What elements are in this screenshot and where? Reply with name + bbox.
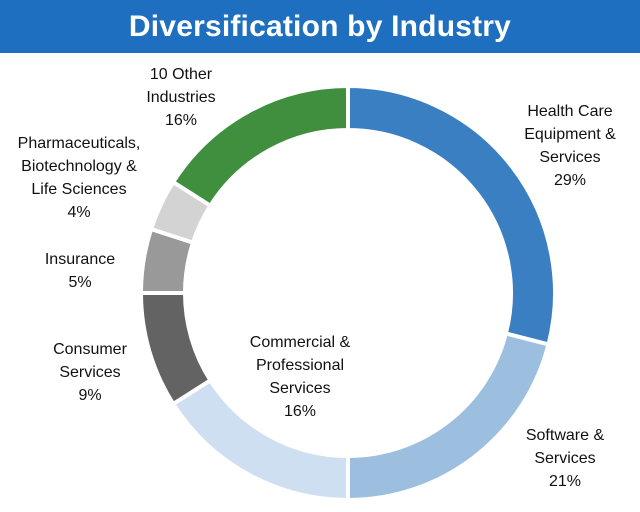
label-other: 10 Other Industries 16% <box>146 66 216 129</box>
slice-other <box>170 83 350 209</box>
label-consumer: Consumer Services 9% <box>53 341 127 404</box>
label-health-care: Health Care Equipment & Services 29% <box>524 103 616 189</box>
slice-consumer <box>138 291 214 407</box>
label-pharma: Pharmaceuticals, Biotechnology & Life Sc… <box>17 135 141 221</box>
label-commercial: Commercial & Professional Services 16% <box>249 334 351 420</box>
label-insurance: Insurance 5% <box>44 251 116 291</box>
chart-title: Diversification by Industry <box>128 9 512 43</box>
title-bar: Diversification by Industry <box>0 0 640 53</box>
label-software: Software & Services 21% <box>525 427 605 490</box>
